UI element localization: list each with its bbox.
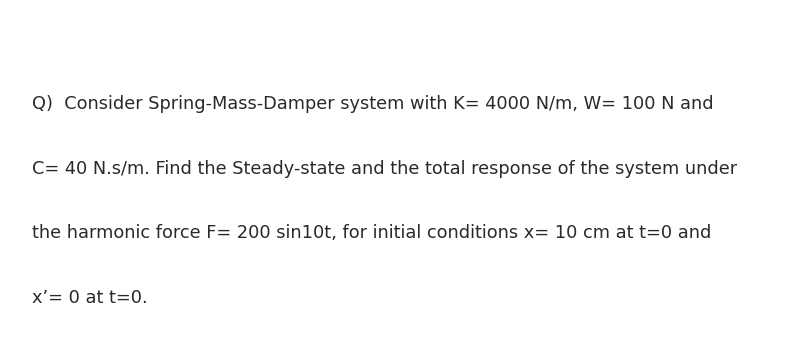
Text: the harmonic force F= 200 sin10t, for initial conditions x= 10 cm at t=0 and: the harmonic force F= 200 sin10t, for in… — [32, 224, 711, 242]
Text: Q)  Consider Spring-Mass-Damper system with K= 4000 N/m, W= 100 N and: Q) Consider Spring-Mass-Damper system wi… — [32, 95, 714, 113]
Text: x’= 0 at t=0.: x’= 0 at t=0. — [32, 289, 148, 307]
Text: C= 40 N.s/m. Find the Steady-state and the total response of the system under: C= 40 N.s/m. Find the Steady-state and t… — [32, 160, 737, 178]
